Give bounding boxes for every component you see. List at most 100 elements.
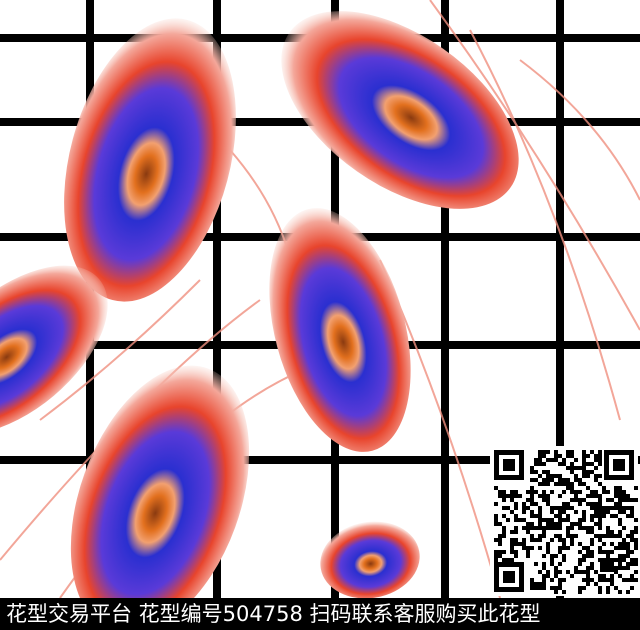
qr-module <box>542 450 546 454</box>
qr-module <box>634 526 638 530</box>
qr-module <box>554 454 558 458</box>
qr-module <box>606 526 610 530</box>
qr-module <box>534 462 538 466</box>
qr-module <box>630 530 634 534</box>
qr-module <box>618 490 622 494</box>
qr-module <box>542 494 546 498</box>
qr-module <box>554 566 558 570</box>
qr-module <box>530 510 534 514</box>
qr-module <box>542 470 546 474</box>
qr-module <box>538 454 542 458</box>
qr-module <box>498 554 502 558</box>
qr-module <box>570 526 574 530</box>
qr-module <box>614 546 618 550</box>
qr-module <box>502 530 506 534</box>
qr-module <box>590 502 594 506</box>
qr-module <box>558 582 562 586</box>
qr-module <box>566 502 570 506</box>
qr-module <box>586 554 590 558</box>
qr-module <box>594 474 598 478</box>
qr-module <box>630 506 634 510</box>
qr-module <box>554 482 558 486</box>
qr-module <box>574 510 578 514</box>
qr-module <box>542 566 546 570</box>
qr-module <box>550 578 554 582</box>
qr-module <box>542 574 546 578</box>
qr-module <box>630 586 634 590</box>
qr-module <box>582 498 586 502</box>
qr-module <box>602 534 606 538</box>
qr-module <box>622 578 626 582</box>
qr-module <box>630 538 634 542</box>
qr-module <box>494 554 498 558</box>
qr-module <box>550 538 554 542</box>
qr-module <box>502 558 506 562</box>
qr-module <box>534 526 538 530</box>
qr-module <box>594 522 598 526</box>
qr-module <box>506 506 510 510</box>
qr-module <box>626 506 630 510</box>
qr-module <box>522 510 526 514</box>
qr-module <box>498 550 502 554</box>
qr-module <box>554 554 558 558</box>
qr-module <box>522 546 526 550</box>
qr-module <box>578 558 582 562</box>
qr-module <box>598 574 602 578</box>
qr-module <box>542 530 546 534</box>
qr-module <box>598 462 602 466</box>
qr-module <box>610 506 614 510</box>
qr-module <box>622 554 626 558</box>
qr-module <box>590 530 594 534</box>
qr-module <box>506 494 510 498</box>
qr-module <box>586 530 590 534</box>
qr-module <box>574 534 578 538</box>
qr-module <box>522 526 526 530</box>
qr-module <box>562 558 566 562</box>
qr-module <box>618 530 622 534</box>
qr-module <box>510 546 514 550</box>
qr-module <box>582 526 586 530</box>
qr-module <box>562 542 566 546</box>
qr-module <box>590 470 594 474</box>
qr-module <box>514 542 518 546</box>
qr-module <box>494 558 498 562</box>
qr-module <box>590 494 594 498</box>
qr-module <box>570 470 574 474</box>
qr-module <box>538 570 542 574</box>
qr-module <box>510 550 514 554</box>
qr-module <box>526 550 530 554</box>
qr-module <box>586 454 590 458</box>
qr-module <box>622 538 626 542</box>
qr-module <box>522 538 526 542</box>
qr-module <box>602 490 606 494</box>
feather-eyes <box>0 11 519 598</box>
qr-module <box>622 566 626 570</box>
qr-module <box>586 566 590 570</box>
qr-module <box>622 542 626 546</box>
qr-module <box>610 574 614 578</box>
qr-module <box>546 550 550 554</box>
qr-module <box>598 538 602 542</box>
qr-module <box>610 534 614 538</box>
qr-module <box>554 570 558 574</box>
qr-module <box>554 574 558 578</box>
qr-module <box>586 462 590 466</box>
qr-module <box>574 570 578 574</box>
qr-module <box>542 586 546 590</box>
qr-module <box>538 518 542 522</box>
qr-module <box>582 546 586 550</box>
qr-module <box>546 498 550 502</box>
qr-module <box>502 514 506 518</box>
qr-module <box>578 478 582 482</box>
qr-module <box>522 542 526 546</box>
qr-module <box>614 506 618 510</box>
qr-module <box>610 578 614 582</box>
qr-module <box>594 506 598 510</box>
qr-module <box>634 498 638 502</box>
qr-module <box>634 562 638 566</box>
qr-module <box>578 570 582 574</box>
qr-module <box>542 518 546 522</box>
qr-module <box>514 538 518 542</box>
qr-module <box>610 542 614 546</box>
